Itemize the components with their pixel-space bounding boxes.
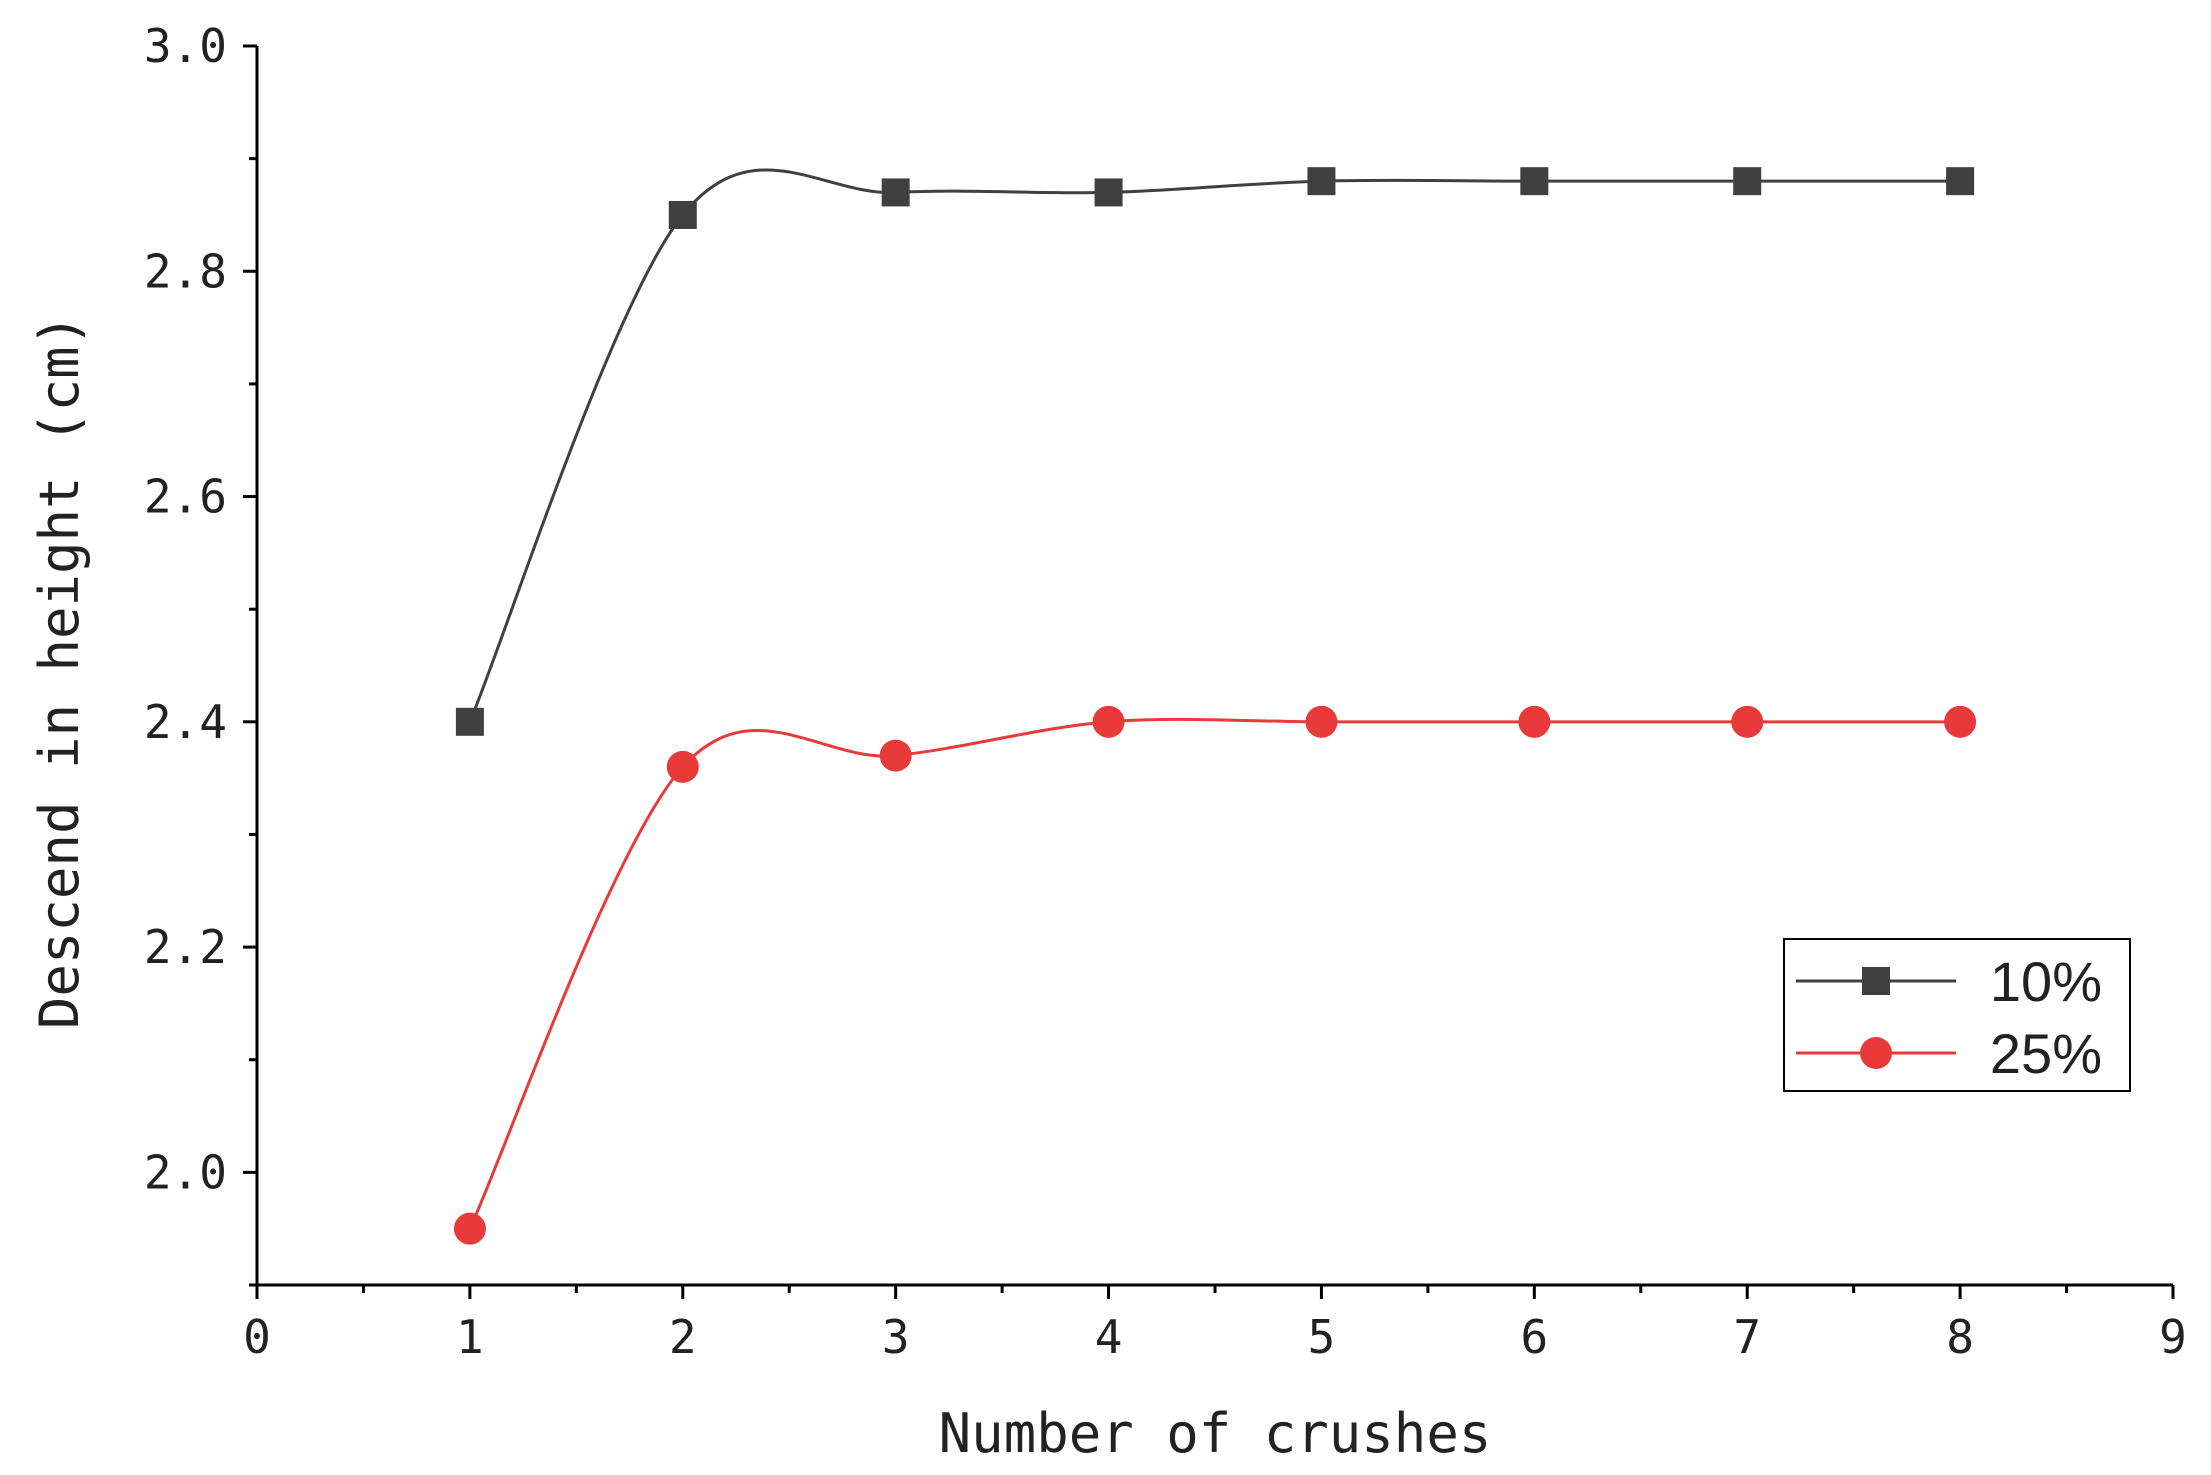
legend-swatch-marker: [1860, 1037, 1892, 1069]
x-tick-label: 2: [669, 1310, 697, 1364]
x-tick-label: 1: [456, 1310, 484, 1364]
data-point: [666, 750, 699, 783]
y-tick-label: 3.0: [144, 19, 227, 73]
data-point: [455, 707, 484, 736]
x-tick-label: 8: [1946, 1310, 1974, 1364]
y-tick-label: 2.8: [144, 244, 227, 298]
y-tick-label: 2.6: [144, 470, 227, 524]
x-tick-label: 3: [882, 1310, 910, 1364]
legend-item: 25%: [1796, 1022, 2102, 1085]
data-point: [1733, 167, 1762, 196]
y-tick-label: 2.0: [144, 1145, 227, 1199]
data-point: [1518, 705, 1551, 738]
x-tick-label: 4: [1095, 1310, 1123, 1364]
x-tick-label: 5: [1308, 1310, 1336, 1364]
data-point: [1305, 705, 1338, 738]
data-point: [1092, 705, 1125, 738]
legend-item: 10%: [1796, 950, 2102, 1013]
x-tick-label: 6: [1520, 1310, 1548, 1364]
series-layer: [453, 167, 1977, 1245]
x-tick-label: 7: [1733, 1310, 1761, 1364]
series-line: [468, 717, 1961, 1230]
legend-swatch-marker: [1862, 967, 1890, 995]
x-axis-ticks: 0 1 2 3 4 5 6 7 8 9: [243, 1285, 2187, 1364]
y-tick-label: 2.2: [144, 920, 227, 974]
series-line: [468, 168, 1961, 723]
x-axis-title: Number of crushes: [939, 1402, 1492, 1465]
series-2: [453, 705, 1977, 1245]
data-point: [881, 178, 910, 207]
data-point: [1307, 167, 1336, 196]
data-point: [453, 1212, 486, 1245]
data-point: [1944, 705, 1977, 738]
y-axis-title: Descend in height (cm): [28, 314, 91, 1029]
data-point: [668, 200, 697, 229]
legend: 10%25%: [1783, 938, 2131, 1092]
y-tick-label: 2.4: [144, 695, 227, 749]
x-tick-label: 9: [2159, 1310, 2187, 1364]
data-point: [1946, 167, 1975, 196]
legend-label: 10%: [1990, 950, 2102, 1013]
legend-label: 25%: [1990, 1022, 2102, 1085]
y-axis-ticks: 2.0 2.2 2.4 2.6 2.8 3.0: [144, 19, 257, 1287]
data-point: [879, 739, 912, 772]
legend-box: [1783, 938, 2131, 1092]
data-point: [1094, 178, 1123, 207]
data-point: [1520, 167, 1549, 196]
data-point: [1731, 705, 1764, 738]
series-1: [455, 167, 1975, 736]
x-tick-label: 0: [243, 1310, 271, 1364]
